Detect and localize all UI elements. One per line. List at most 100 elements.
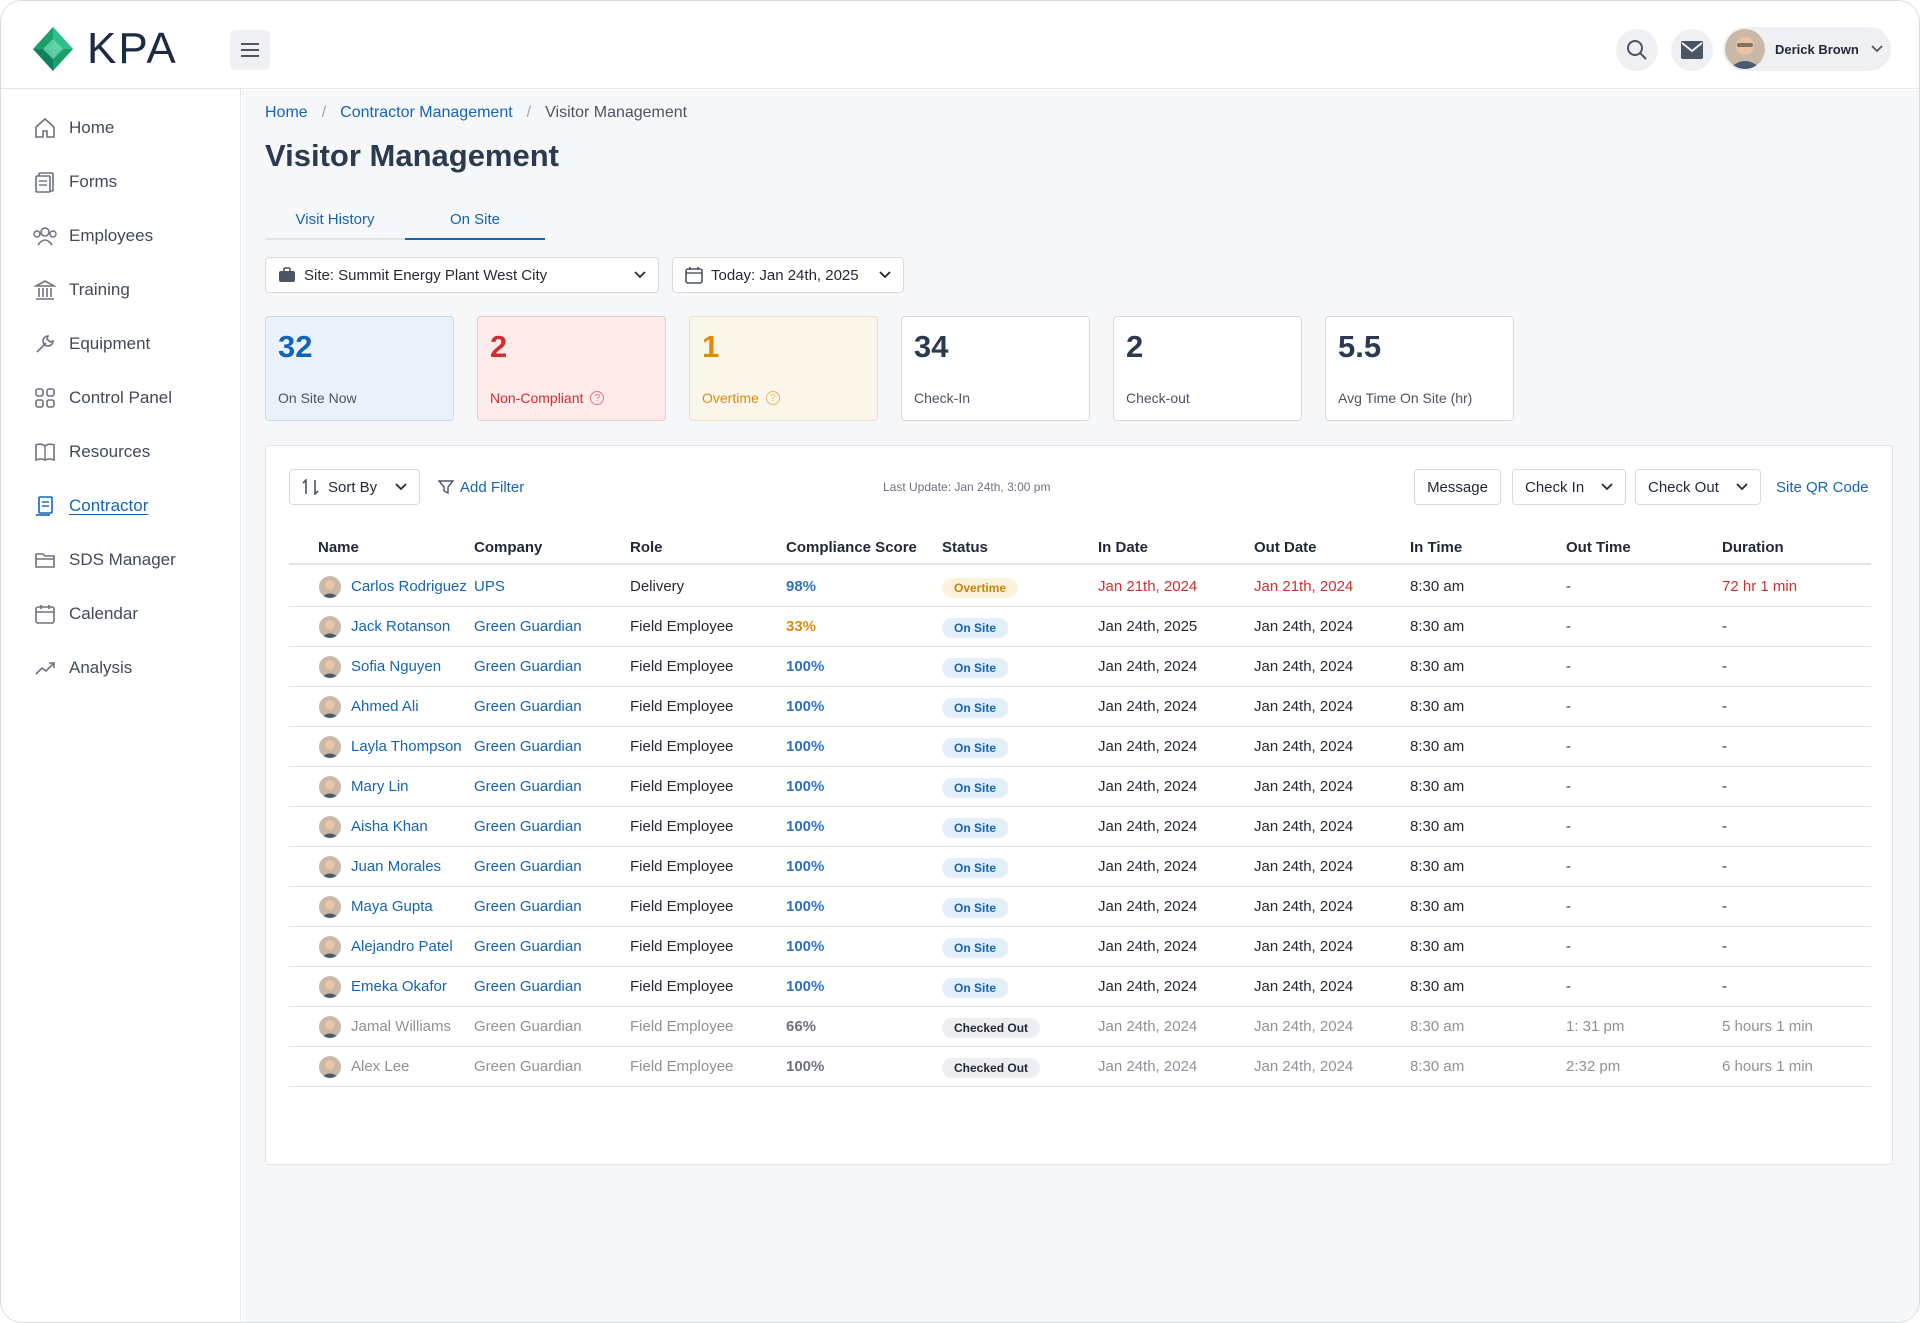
site-select[interactable]: Site: Summit Energy Plant West City: [265, 257, 659, 293]
table-row[interactable]: Emeka Okafor Green Guardian Field Employee…: [289, 967, 1871, 1007]
column-header-out-date[interactable]: Out Date: [1254, 539, 1317, 556]
column-header-name[interactable]: Name: [318, 539, 359, 556]
sort-by-button[interactable]: Sort By: [289, 469, 420, 505]
column-header-company[interactable]: Company: [474, 539, 543, 556]
stat-non-compliant[interactable]: 2 Non-Compliant?: [477, 316, 666, 421]
table-row[interactable]: Ahmed Ali Green Guardian Field Employee 100…: [289, 687, 1871, 727]
cell-company[interactable]: Green Guardian: [474, 778, 582, 795]
sidebar-item-home[interactable]: Home: [33, 113, 114, 143]
cell-company[interactable]: Green Guardian: [474, 698, 582, 715]
cell-name[interactable]: Layla Thompson: [351, 738, 462, 755]
cell-name[interactable]: Jamal Williams: [351, 1018, 452, 1035]
sidebar-item-resources[interactable]: Resources: [33, 437, 150, 467]
column-header-in-time[interactable]: In Time: [1410, 539, 1463, 556]
sidebar-item-control-panel[interactable]: Control Panel: [33, 383, 172, 413]
check-out-button[interactable]: Check Out: [1635, 469, 1761, 505]
table-row[interactable]: Maya Gupta Green Guardian Field Employee 10…: [289, 887, 1871, 927]
cell-name[interactable]: Mary Lin: [351, 778, 409, 795]
book-icon: [33, 440, 57, 464]
stat-avg-time-on-site[interactable]: 5.5 Avg Time On Site (hr): [1325, 316, 1514, 421]
user-menu[interactable]: Derick Brown: [1723, 27, 1891, 71]
status-badge: Checked Out: [942, 1058, 1041, 1078]
table-row[interactable]: Alex Lee Green Guardian Field Employee 100%…: [289, 1047, 1871, 1087]
cell-in-time: 8:30 am: [1410, 618, 1465, 635]
cell-name[interactable]: Juan Morales: [351, 858, 442, 875]
tab-visit-history[interactable]: Visit History: [265, 200, 405, 240]
sidebar-item-employees[interactable]: Employees: [33, 221, 153, 251]
stat-label: Check-In: [914, 390, 971, 406]
sidebar-item-analysis[interactable]: Analysis: [33, 653, 132, 683]
cell-name[interactable]: Emeka Okafor: [351, 978, 447, 995]
cell-out-date: Jan 24th, 2024: [1254, 858, 1354, 875]
column-header-out-time[interactable]: Out Time: [1566, 539, 1631, 556]
help-icon[interactable]: ?: [590, 391, 605, 405]
stat-check-in[interactable]: 34 Check-In: [901, 316, 1090, 421]
cell-name[interactable]: Alejandro Patel: [351, 938, 453, 955]
cell-company[interactable]: Green Guardian: [474, 738, 582, 755]
table-row[interactable]: Mary Lin Green Guardian Field Employee 100%…: [289, 767, 1871, 807]
table-row[interactable]: Alejandro Patel Green Guardian Field Emplo…: [289, 927, 1871, 967]
cell-company[interactable]: Green Guardian: [474, 818, 582, 835]
site-select-value: Site: Summit Energy Plant West City: [304, 266, 548, 284]
cell-company[interactable]: Green Guardian: [474, 898, 582, 915]
sidebar-item-training[interactable]: Training: [33, 275, 130, 305]
cell-name[interactable]: Jack Rotanson: [351, 618, 451, 635]
site-qr-code-link[interactable]: Site QR Code: [1776, 478, 1869, 496]
messages-button[interactable]: [1671, 29, 1713, 71]
column-header-in-date[interactable]: In Date: [1098, 539, 1149, 556]
table-header: Name Company Role Compliance Score Statu…: [289, 531, 1871, 565]
briefcase-icon: [279, 267, 295, 282]
status-badge: Overtime: [942, 578, 1019, 598]
table-row[interactable]: Jamal Williams Green Guardian Field Employ…: [289, 1007, 1871, 1047]
cell-name[interactable]: Ahmed Ali: [351, 698, 419, 715]
stat-check-out[interactable]: 2 Check-out: [1113, 316, 1302, 421]
table-row[interactable]: Carlos Rodriguez UPS Delivery 98% Overtime Ja…: [289, 567, 1871, 607]
check-in-button[interactable]: Check In: [1512, 469, 1626, 505]
table-row[interactable]: Layla Thompson Green Guardian Field Employ…: [289, 727, 1871, 767]
cell-company[interactable]: Green Guardian: [474, 658, 582, 675]
cell-name[interactable]: Alex Lee: [351, 1058, 410, 1075]
stat-on-site-now[interactable]: 32 On Site Now: [265, 316, 454, 421]
add-filter-button[interactable]: Add Filter: [438, 469, 524, 505]
stat-value: 1: [702, 329, 720, 364]
date-select[interactable]: Today: Jan 24th, 2025: [672, 257, 904, 293]
sidebar-item-equipment[interactable]: Equipment: [33, 329, 150, 359]
check-in-label: Check In: [1525, 478, 1585, 496]
cell-in-date: Jan 24th, 2024: [1098, 978, 1198, 995]
cell-name[interactable]: Aisha Khan: [351, 818, 428, 835]
help-icon[interactable]: ?: [765, 391, 780, 405]
column-header-duration[interactable]: Duration: [1722, 539, 1784, 556]
cell-name[interactable]: Maya Gupta: [351, 898, 433, 915]
column-header-compliance-score[interactable]: Compliance Score: [786, 539, 917, 556]
cell-out-time: -: [1566, 898, 1571, 915]
kpa-logo[interactable]: KPA: [31, 25, 178, 73]
stat-overtime[interactable]: 1 Overtime?: [689, 316, 878, 421]
last-update-text: Last Update: Jan 24th, 3:00 pm: [883, 480, 1051, 494]
hamburger-menu-button[interactable]: [230, 30, 270, 70]
cell-name[interactable]: Sofia Nguyen: [351, 658, 442, 675]
cell-name[interactable]: Carlos Rodriguez: [351, 578, 467, 595]
training-icon: [33, 278, 57, 302]
table-row[interactable]: Aisha Khan Green Guardian Field Employee 10…: [289, 807, 1871, 847]
table-row[interactable]: Jack Rotanson Green Guardian Field Employe…: [289, 607, 1871, 647]
message-button[interactable]: Message: [1414, 469, 1501, 505]
cell-company[interactable]: Green Guardian: [474, 978, 582, 995]
breadcrumb-home[interactable]: Home: [265, 104, 308, 121]
sidebar-item-forms[interactable]: Forms: [33, 167, 117, 197]
column-header-status[interactable]: Status: [942, 539, 988, 556]
table-row[interactable]: Sofia Nguyen Green Guardian Field Employee…: [289, 647, 1871, 687]
cell-company[interactable]: Green Guardian: [474, 938, 582, 955]
sidebar-item-contractor[interactable]: Contractor: [33, 491, 148, 521]
sidebar-item-calendar[interactable]: Calendar: [33, 599, 138, 629]
table-row[interactable]: Juan Morales Green Guardian Field Employee…: [289, 847, 1871, 887]
cell-in-time: 8:30 am: [1410, 778, 1465, 795]
column-header-role[interactable]: Role: [630, 539, 663, 556]
cell-company[interactable]: Green Guardian: [474, 858, 582, 875]
search-button[interactable]: [1616, 29, 1658, 71]
cell-company[interactable]: UPS: [474, 578, 505, 595]
cell-company[interactable]: Green Guardian: [474, 618, 582, 635]
breadcrumb-contractor-management[interactable]: Contractor Management: [340, 104, 513, 121]
tab-on-site[interactable]: On Site: [405, 200, 545, 240]
sidebar-item-sds-manager[interactable]: SDS Manager: [33, 545, 176, 575]
